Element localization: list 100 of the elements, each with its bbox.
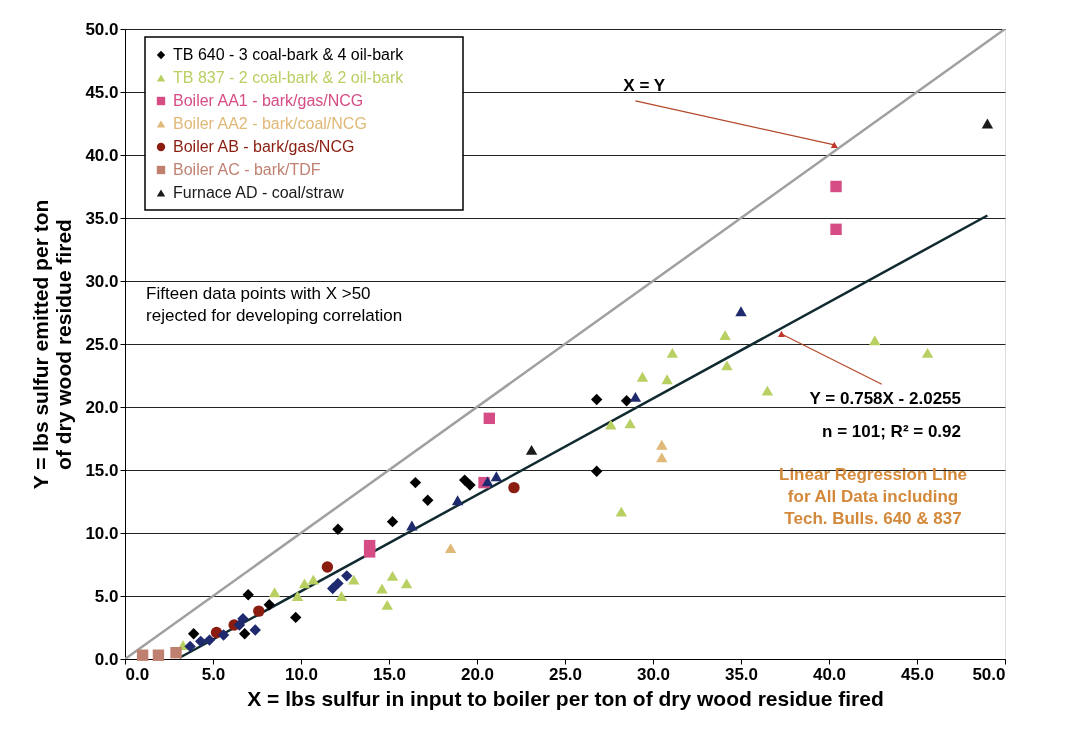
point <box>238 628 251 640</box>
point <box>307 574 320 585</box>
y-tick-label: 20.0 <box>85 397 119 417</box>
point <box>458 474 471 486</box>
x-tick-label: 50.0 <box>972 664 1006 684</box>
x-axis-title: X = lbs sulfur in input to boiler per ton of dry wood residue fired <box>247 686 884 710</box>
legend-label: TB 640 - 3 coal-bark & 4 oil-bark <box>173 46 405 63</box>
point <box>376 583 388 594</box>
point <box>242 589 254 601</box>
point <box>194 635 207 648</box>
point <box>348 574 360 585</box>
point <box>624 418 636 429</box>
y-tick-label: 45.0 <box>85 82 119 102</box>
x-tick-label: 40.0 <box>812 664 847 684</box>
y-tick-label: 0.0 <box>94 649 119 669</box>
point <box>830 223 842 236</box>
point <box>444 543 457 554</box>
point <box>136 649 149 661</box>
point <box>400 578 413 589</box>
y-tick-label: 25.0 <box>85 334 119 354</box>
legend-label: Boiler AB - bark/gas/NCG <box>173 138 355 155</box>
y-tick-label: 50.0 <box>85 19 119 39</box>
point <box>409 476 422 489</box>
point <box>721 360 733 371</box>
point <box>326 582 339 595</box>
point <box>249 624 261 636</box>
x-tick-label: 15.0 <box>372 664 407 684</box>
point <box>481 476 494 487</box>
point <box>661 374 673 385</box>
point <box>830 180 842 193</box>
point <box>268 587 281 598</box>
point <box>656 452 668 463</box>
annotation: n = 101; R² = 0.92 <box>822 422 961 442</box>
legend-label: Furnace AD - coal/straw <box>173 184 345 201</box>
y-tick-label: 35.0 <box>85 208 119 228</box>
point <box>203 634 216 646</box>
y-tick-label: 5.0 <box>94 586 119 606</box>
point <box>332 523 344 535</box>
x-tick-label: 0.0 <box>125 664 150 684</box>
x-tick-label: 45.0 <box>900 664 935 684</box>
legend-label: Boiler AC - bark/TDF <box>173 161 321 178</box>
point <box>298 578 311 589</box>
point <box>253 605 265 617</box>
point <box>656 439 668 450</box>
point <box>170 647 182 659</box>
y-axis-title: Y = lbs sulfur emitted per ton of dry wood residue fired <box>29 199 76 490</box>
point <box>233 619 246 631</box>
legend-label: Boiler AA2 - bark/coal/NCG <box>173 115 367 132</box>
point <box>332 577 344 590</box>
point <box>525 444 538 455</box>
point <box>869 335 881 346</box>
point <box>335 591 348 601</box>
point <box>590 393 603 406</box>
point <box>290 611 302 624</box>
point <box>184 640 196 653</box>
y-tick-label: 30.0 <box>85 271 119 291</box>
annotation: X = Y <box>623 75 666 95</box>
annotation: Y = 0.758X - 2.0255 <box>809 389 961 409</box>
point <box>464 479 476 491</box>
point <box>636 371 649 382</box>
point <box>981 118 994 129</box>
point <box>152 649 165 661</box>
y-tick-label: 10.0 <box>85 523 119 543</box>
legend-label: Boiler AA1 - bark/gas/NCG <box>173 92 364 109</box>
point <box>483 412 496 425</box>
point <box>761 385 774 396</box>
annotation: Linear Regression Line for All Data including Tech. Bulls. 640 & 837 <box>779 465 967 529</box>
point <box>735 306 747 317</box>
y-tick-label: 15.0 <box>85 460 119 480</box>
x-tick-label: 20.0 <box>460 664 495 684</box>
x-tick-label: 35.0 <box>724 664 759 684</box>
point <box>406 520 418 531</box>
point <box>386 515 399 528</box>
point <box>451 495 464 506</box>
point <box>386 570 399 581</box>
point <box>363 539 376 552</box>
x-tick-label: 25.0 <box>548 664 583 684</box>
point <box>719 330 731 341</box>
y-tick-label: 40.0 <box>85 145 119 165</box>
point <box>605 419 617 430</box>
x-tick-label: 10.0 <box>284 664 319 684</box>
point <box>237 612 249 625</box>
legend-label: TB 837 - 2 coal-bark & 2 oil-bark <box>173 69 405 86</box>
point <box>291 591 304 601</box>
x-tick-label: 30.0 <box>636 664 671 684</box>
point <box>321 561 334 573</box>
point <box>629 391 642 402</box>
point <box>921 347 934 358</box>
point <box>490 471 503 482</box>
point <box>263 599 276 611</box>
annotation: Fifteen data points with X >50 rejected for developing correlation <box>146 283 403 325</box>
point <box>508 481 520 494</box>
x-tick-label: 5.0 <box>201 664 226 684</box>
point <box>187 628 200 640</box>
point <box>381 599 393 610</box>
point <box>217 629 230 641</box>
point <box>422 494 434 506</box>
point <box>590 465 603 477</box>
point <box>666 347 679 358</box>
point <box>341 570 353 582</box>
